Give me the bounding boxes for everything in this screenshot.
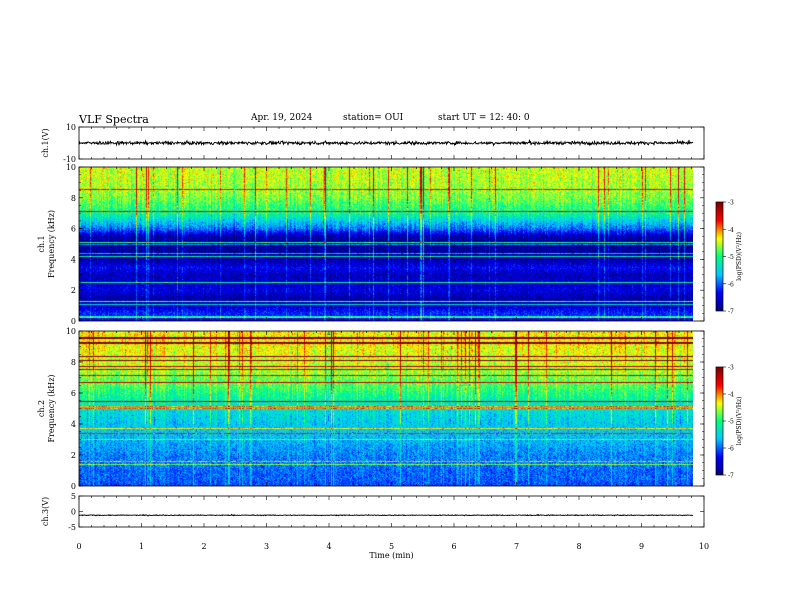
ch2-spectrogram-colorbar-tick-label: -7 (728, 473, 734, 480)
x-tick-label: 1 (139, 542, 144, 551)
ch3-waveform-frame (78, 495, 705, 528)
ch2-spectrogram-colorbar-tick-label: -5 (728, 419, 734, 426)
ch3-waveform-ylabel: ch.3(V) (41, 497, 50, 526)
ch1-spectrogram-ylabel: Frequency (kHz) (47, 210, 56, 278)
ch1-spectrogram-ytick-label: 10 (66, 163, 76, 172)
spectrogram-layer (79, 167, 723, 486)
ch1-spectrogram-ytick-label: 6 (71, 225, 76, 234)
x-tick-label: 7 (514, 542, 519, 551)
ch2-spectrogram-ytick-label: 0 (71, 482, 76, 491)
ch2-spectrogram-ytick-label: 6 (71, 389, 76, 398)
ch2-spectrogram-heatmap-image (79, 331, 693, 486)
x-axis-label: Time (min) (369, 551, 413, 560)
ch2-spectrogram-colorbar-tick-label: -6 (728, 446, 734, 453)
label-layer: -3 -4 -5 -6 -7 log(PSD)(V²/Hz) -3 -4 -5 -6 -7 log(P… (37, 123, 743, 560)
waveform-layer (78, 138, 694, 517)
x-tick-label: 6 (451, 542, 456, 551)
ch1-spectrogram-heatmap-image (79, 167, 693, 321)
axes-layer (78, 126, 726, 528)
ch1-spectrogram-ytick-label: 8 (71, 194, 76, 203)
ch1-spectrogram-colorbar-label: log(PSD)(V²/Hz) (736, 232, 743, 281)
observation-date: Apr. 19, 2024 (251, 113, 313, 123)
x-tick-label: 0 (76, 542, 81, 551)
x-tick-label: 9 (639, 542, 644, 551)
ch2-spectrogram-colorbar-label: log(PSD)(V²/Hz) (736, 397, 743, 446)
ch3-waveform-ytick-label: -5 (68, 523, 76, 532)
ch1-spectrogram-ytick-label: 0 (71, 317, 76, 326)
ch1-waveform-ytick-label: 10 (66, 123, 76, 132)
ch1-spectrogram-colorbar-tick-label: -6 (728, 281, 734, 288)
start-ut-label: start UT = 12: 40: 0 (438, 113, 530, 123)
x-tick-label: 3 (264, 542, 269, 551)
ch2-spectrogram-colorbar (716, 367, 723, 475)
x-tick-label: 2 (201, 542, 206, 551)
ch1-waveform-trace (78, 138, 694, 147)
ch2-spectrogram-ytick-label: 10 (66, 327, 76, 336)
station-label: station= OUI (343, 113, 404, 123)
x-tick-label: 8 (576, 542, 581, 551)
ch2-spectrogram-ylabel: ch.2 (37, 400, 46, 417)
ch2-spectrogram-ytick-label: 8 (71, 358, 76, 367)
ch1-spectrogram-colorbar (716, 202, 723, 311)
ch1-spectrogram-ytick-label: 4 (71, 255, 76, 264)
ch1-waveform-ylabel: ch.1(V) (41, 128, 50, 157)
ch1-spectrogram-colorbar-tick-label: -3 (728, 200, 734, 207)
ch2-spectrogram-ylabel: Frequency (kHz) (47, 374, 56, 442)
ch1-spectrogram-colorbar-tick-label: -4 (728, 227, 734, 234)
ch3-waveform-ytick-label: 5 (71, 492, 76, 501)
x-tick-label: 5 (389, 542, 394, 551)
ch2-spectrogram-ytick-label: 2 (71, 451, 76, 460)
ch3-waveform-ytick-label: 0 (71, 508, 76, 517)
ch1-spectrogram-ylabel: ch.1 (37, 235, 46, 252)
x-tick-label: 10 (699, 542, 709, 551)
ch3-waveform-trace (78, 513, 694, 517)
figure-title: VLF Spectra (79, 113, 149, 126)
ch1-spectrogram-ytick-label: 2 (71, 286, 76, 295)
ch2-spectrogram-colorbar-tick-label: -3 (728, 365, 734, 372)
ch1-waveform-ytick-label: -10 (63, 155, 76, 164)
ch2-spectrogram-ytick-label: 4 (71, 420, 76, 429)
ch1-spectrogram-colorbar-tick-label: -7 (728, 309, 734, 316)
x-tick-label: 4 (326, 542, 331, 551)
ch2-spectrogram-colorbar-tick-label: -4 (728, 392, 734, 399)
ch1-spectrogram-colorbar-tick-label: -5 (728, 254, 734, 261)
